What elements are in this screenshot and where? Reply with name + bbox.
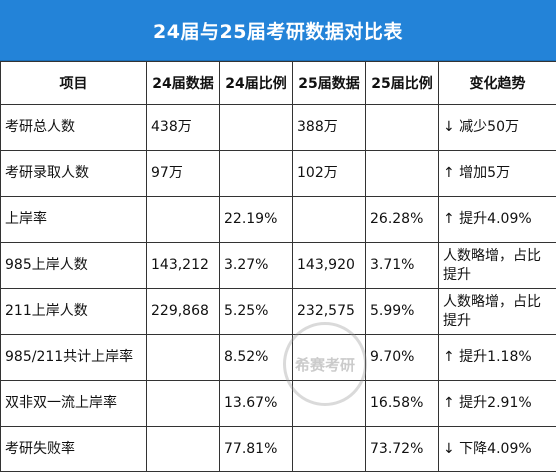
cell-trend: ↓ 减少50万 [438, 104, 556, 151]
cell-24-ratio: 22.19% [219, 196, 293, 243]
cell-trend: ↑ 提升4.09% [438, 196, 556, 243]
table-row: 211上岸人数 229,868 5.25% 232,575 5.99% 人数略增… [0, 288, 556, 335]
cell-24-data [146, 196, 220, 243]
cell-item: 上岸率 [0, 196, 147, 243]
cell-24-ratio [219, 150, 293, 197]
cell-24-ratio: 8.52% [219, 334, 293, 381]
title-bar: 24届与25届考研数据对比表 [0, 0, 556, 61]
table-header-row: 项目 24届数据 24届比例 25届数据 25届比例 变化趋势 [0, 61, 556, 105]
cell-25-data: 102万 [292, 150, 366, 197]
cell-item: 211上岸人数 [0, 288, 147, 335]
cell-25-ratio [365, 104, 439, 151]
cell-24-ratio: 5.25% [219, 288, 293, 335]
cell-trend: ↑ 提升1.18% [438, 334, 556, 381]
header-item: 项目 [0, 61, 147, 105]
table-row: 双非双一流上岸率 13.67% 16.58% ↑ 提升2.91% [0, 380, 556, 427]
header-25-ratio: 25届比例 [365, 61, 439, 105]
cell-25-ratio: 9.70% [365, 334, 439, 381]
cell-25-data [292, 426, 366, 472]
table-row: 985上岸人数 143,212 3.27% 143,920 3.71% 人数略增… [0, 242, 556, 289]
cell-24-ratio [219, 104, 293, 151]
cell-25-data: 143,920 [292, 242, 366, 289]
cell-25-data [292, 334, 366, 381]
cell-24-data: 229,868 [146, 288, 220, 335]
cell-24-data: 143,212 [146, 242, 220, 289]
cell-item: 考研总人数 [0, 104, 147, 151]
cell-25-ratio: 73.72% [365, 426, 439, 472]
cell-item: 考研失败率 [0, 426, 147, 472]
cell-25-data [292, 196, 366, 243]
cell-trend: ↓ 下降4.09% [438, 426, 556, 472]
cell-trend: ↑ 增加5万 [438, 150, 556, 197]
cell-25-data: 388万 [292, 104, 366, 151]
cell-25-ratio: 16.58% [365, 380, 439, 427]
table-row: 考研录取人数 97万 102万 ↑ 增加5万 [0, 150, 556, 197]
cell-item: 考研录取人数 [0, 150, 147, 197]
comparison-table: 项目 24届数据 24届比例 25届数据 25届比例 变化趋势 考研总人数 43… [0, 61, 556, 472]
cell-item: 双非双一流上岸率 [0, 380, 147, 427]
cell-24-data [146, 380, 220, 427]
cell-trend: 人数略增，占比提升 [438, 242, 556, 289]
cell-25-ratio: 3.71% [365, 242, 439, 289]
cell-24-ratio: 77.81% [219, 426, 293, 472]
cell-24-data [146, 334, 220, 381]
cell-item: 985/211共计上岸率 [0, 334, 147, 381]
cell-24-ratio: 3.27% [219, 242, 293, 289]
table-row: 考研失败率 77.81% 73.72% ↓ 下降4.09% [0, 426, 556, 472]
header-25-data: 25届数据 [292, 61, 366, 105]
table-row: 985/211共计上岸率 8.52% 9.70% ↑ 提升1.18% [0, 334, 556, 381]
cell-24-data [146, 426, 220, 472]
cell-25-data [292, 380, 366, 427]
cell-24-data: 97万 [146, 150, 220, 197]
header-trend: 变化趋势 [438, 61, 556, 105]
cell-25-data: 232,575 [292, 288, 366, 335]
cell-trend: ↑ 提升2.91% [438, 380, 556, 427]
cell-25-ratio: 26.28% [365, 196, 439, 243]
cell-trend: 人数略增，占比提升 [438, 288, 556, 335]
table-row: 上岸率 22.19% 26.28% ↑ 提升4.09% [0, 196, 556, 243]
cell-25-ratio: 5.99% [365, 288, 439, 335]
page-title: 24届与25届考研数据对比表 [153, 20, 403, 43]
table-row: 考研总人数 438万 388万 ↓ 减少50万 [0, 104, 556, 151]
cell-item: 985上岸人数 [0, 242, 147, 289]
cell-24-ratio: 13.67% [219, 380, 293, 427]
cell-24-data: 438万 [146, 104, 220, 151]
cell-25-ratio [365, 150, 439, 197]
header-24-ratio: 24届比例 [219, 61, 293, 105]
header-24-data: 24届数据 [146, 61, 220, 105]
